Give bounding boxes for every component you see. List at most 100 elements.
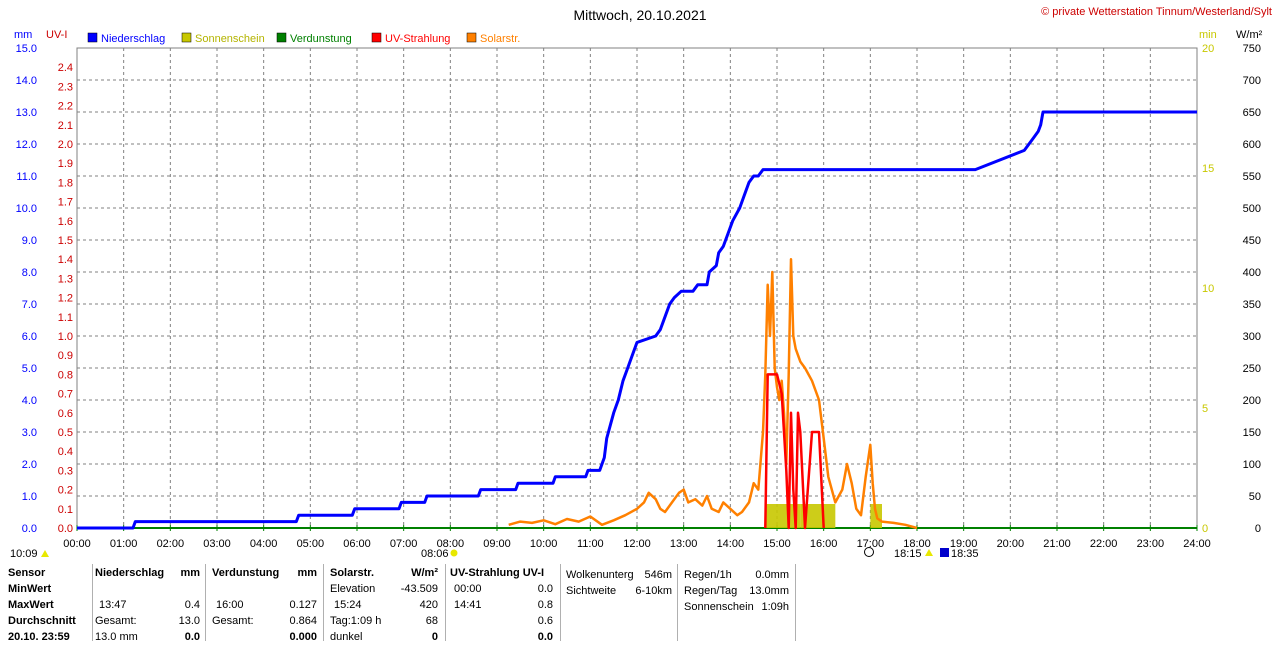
legend-swatch [466, 32, 477, 43]
y-tick-wm2: 100 [1243, 459, 1261, 471]
y-tick-uv: 2.4 [58, 62, 73, 74]
chart-grid [76, 47, 1198, 529]
legend-swatch [371, 32, 382, 43]
legend-label: UV-Strahlung [385, 33, 450, 45]
x-tick-label: 07:00 [390, 538, 418, 550]
chart-legend: Niederschlag Sonnenschein Verdunstung UV-St… [87, 32, 520, 45]
solar-max-val: 420 [419, 599, 438, 611]
y-tick-min: 0 [1202, 523, 1208, 535]
series-lines [77, 110, 1197, 530]
solar-title: Solarstr. [330, 567, 375, 579]
y-tick-mm: 15.0 [16, 43, 37, 55]
y-tick-wm2: 50 [1249, 491, 1261, 503]
niederschlag-last-val: 0.0 [184, 631, 200, 643]
regen-1h-val: 0.0mm [755, 569, 789, 581]
solar-min-val: -43.509 [400, 583, 438, 595]
y-tick-uv: 2.2 [58, 101, 73, 113]
niederschlag-title: Niederschlag [95, 567, 165, 579]
uv-title: UV-Strahlung UV-I [450, 567, 545, 579]
y-tick-mm: 5.0 [22, 363, 37, 375]
x-tick-label: 22:00 [1090, 538, 1118, 550]
y-tick-uv: 1.4 [58, 254, 73, 266]
x-tick-label: 09:00 [483, 538, 511, 550]
weather-chart: 0.0 1.0 2.0 3.0 4.0 5.0 6.0 7.0 8.0 9.0 10.0 11.0 12… [10, 6, 1272, 560]
niederschlag-sum-val: 13.0 [178, 615, 200, 627]
y-tick-uv: 1.1 [58, 312, 73, 324]
x-tick-label: 19:00 [950, 538, 978, 550]
x-tick-label: 12:00 [623, 538, 651, 550]
x-axis: 00:00 01:00 02:00 03:00 04:00 05:00 06:00 07:00… [63, 525, 1211, 550]
info-table: Sensor MinWert MaxWert Durchschnitt 20.1… [0, 562, 1280, 643]
verdunstung-unit: mm [297, 567, 317, 579]
series-line-uvstrahlung [764, 373, 825, 530]
moon-icon [940, 548, 949, 557]
y-tick-uv: 1.2 [58, 293, 73, 305]
sunset-time: 18:15 [894, 548, 922, 560]
niederschlag-max-val: 0.4 [184, 599, 200, 611]
sun-icon [41, 550, 49, 557]
y-tick-mm: 0.0 [22, 523, 37, 535]
y-tick-wm2: 700 [1243, 75, 1261, 87]
y-tick-mm: 6.0 [22, 331, 37, 343]
row-label-last: 20.10. 23:59 [8, 631, 70, 643]
y-tick-uv: 1.9 [58, 158, 73, 170]
y-tick-mm: 4.0 [22, 395, 37, 407]
x-tick-label: 20:00 [997, 538, 1025, 550]
x-tick-label: 03:00 [203, 538, 231, 550]
uv-max-time: 14:41 [454, 599, 482, 611]
sicht-val: 6-10km [635, 585, 672, 597]
unit-min: min [1199, 29, 1217, 41]
y-tick-wm2: 600 [1243, 139, 1261, 151]
y-tick-uv: 0.9 [58, 350, 73, 362]
x-tick-label: 24:00 [1183, 538, 1211, 550]
x-tick-label: 02:00 [157, 538, 185, 550]
x-tick-label: 00:00 [63, 538, 91, 550]
solar-avg-label: Tag:1:09 h [330, 615, 382, 627]
sun-events: 10:09 08:06 18:15 18:35 [10, 547, 979, 560]
y-tick-wm2: 550 [1243, 171, 1261, 183]
y-tick-wm2: 500 [1243, 203, 1261, 215]
y-tick-uv: 1.8 [58, 177, 73, 189]
y-tick-mm: 2.0 [22, 459, 37, 471]
verdunstung-last-val: 0.000 [289, 631, 317, 643]
series-line-niederschlag [77, 110, 1197, 530]
wolken-val: 546m [644, 569, 672, 581]
y-tick-mm: 14.0 [16, 75, 37, 87]
sensor-title: Sensor [8, 567, 46, 579]
row-label-min: MinWert [8, 583, 52, 595]
niederschlag-last-time: 13.0 mm [95, 631, 138, 643]
y-tick-wm2: 300 [1243, 331, 1261, 343]
y-tick-uv: 2.1 [58, 120, 73, 132]
series-line-solarstr [508, 257, 918, 530]
y-tick-wm2: 0 [1255, 523, 1261, 535]
copyright-text: © private Wetterstation Tinnum/Westerlan… [1041, 6, 1272, 18]
sonnenschein-val: 1:09h [761, 601, 789, 613]
sunrise-icon-time: 10:09 [10, 548, 38, 560]
y-tick-wm2: 200 [1243, 395, 1261, 407]
uv-min-time: 00:00 [454, 583, 482, 595]
niederschlag-unit: mm [180, 567, 200, 579]
sunrise-icon [450, 549, 458, 557]
y-tick-mm: 13.0 [16, 107, 37, 119]
verdunstung-title: Verdunstung [212, 567, 280, 579]
x-tick-label: 23:00 [1137, 538, 1165, 550]
x-tick-label: 14:00 [717, 538, 745, 550]
unit-wm2: W/m² [1236, 29, 1263, 41]
y-tick-wm2: 400 [1243, 267, 1261, 279]
verdunstung-sum-val: 0.864 [289, 615, 317, 627]
y-tick-uv: 1.7 [58, 197, 73, 209]
y-tick-uv: 1.0 [58, 331, 73, 343]
solar-unit: W/m² [411, 567, 438, 579]
y-tick-mm: 1.0 [22, 491, 37, 503]
y-tick-min: 5 [1202, 403, 1208, 415]
x-tick-label: 16:00 [810, 538, 838, 550]
sunshine-bar [765, 504, 777, 528]
y-tick-wm2: 450 [1243, 235, 1261, 247]
y-tick-wm2: 350 [1243, 299, 1261, 311]
legend-label: Verdunstung [290, 33, 352, 45]
y-tick-uv: 1.3 [58, 273, 73, 285]
unit-uv: UV-I [46, 29, 67, 41]
y-tick-uv: 0.4 [58, 446, 73, 458]
regen-tag-label: Regen/Tag [684, 585, 738, 597]
y-tick-uv: 0.6 [58, 408, 73, 420]
